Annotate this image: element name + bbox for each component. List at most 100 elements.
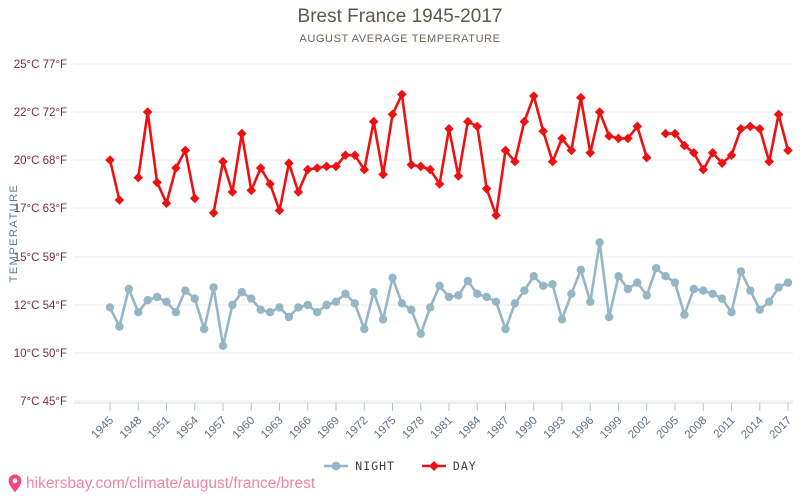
day-data-point (453, 171, 464, 181)
day-data-point (632, 121, 643, 132)
day-data-point (641, 152, 652, 163)
day-data-point (585, 148, 596, 158)
night-data-point (567, 289, 576, 298)
night-data-point (774, 283, 783, 292)
night-data-point (341, 289, 350, 298)
legend-item-night[interactable]: NIGHT (323, 459, 395, 473)
day-data-point (208, 208, 219, 218)
day-data-point (679, 140, 690, 151)
day-data-point (321, 161, 332, 172)
day-data-point (670, 128, 680, 139)
night-data-point (218, 341, 228, 350)
page-title: Brest France 1945-2017 (297, 6, 503, 27)
night-data-point (115, 322, 124, 331)
day-data-point (660, 128, 671, 139)
day-data-point (331, 161, 341, 172)
night-data-point (604, 312, 614, 322)
x-axis-year-label: 1993 (542, 415, 569, 442)
night-data-point (124, 284, 134, 294)
night-data-point (651, 264, 661, 273)
night-data-point (736, 267, 746, 276)
night-data-point (755, 305, 764, 314)
day-series-line (137, 110, 197, 205)
day-data-point (463, 116, 473, 127)
legend-night-label: NIGHT (355, 459, 395, 473)
night-data-point (275, 303, 284, 312)
day-data-point (698, 164, 709, 175)
night-data-point (284, 312, 294, 322)
night-data-point (369, 288, 378, 297)
day-data-point (350, 150, 360, 160)
day-data-point (491, 210, 501, 221)
night-data-point (256, 305, 265, 314)
x-axis-year-label: 1963 (259, 415, 286, 442)
night-data-point (510, 299, 520, 308)
day-data-point (500, 145, 511, 156)
day-data-point (312, 163, 322, 173)
night-data-point (388, 273, 397, 282)
y-axis-tick-label: 10°C 50°F (14, 348, 67, 360)
day-data-point (783, 145, 793, 156)
night-data-point (294, 303, 303, 312)
y-axis-tick-label: 7°C 45°F (20, 396, 67, 408)
x-axis-year-label: 1981 (429, 415, 456, 442)
night-data-point (331, 297, 341, 306)
day-data-point (604, 131, 614, 141)
day-data-point (246, 185, 257, 196)
night-data-point (228, 300, 237, 310)
night-data-point (199, 324, 209, 334)
x-axis-year-label: 1978 (400, 415, 427, 442)
day-data-point (189, 193, 200, 204)
night-data-point (105, 303, 115, 312)
night-data-point (237, 288, 247, 297)
day-data-point (218, 156, 228, 167)
day-data-point (764, 156, 774, 167)
x-axis-year-label: 2014 (739, 414, 766, 441)
night-data-point (783, 278, 793, 287)
night-data-point (576, 265, 586, 274)
day-data-point (726, 150, 737, 160)
night-data-point (397, 299, 407, 308)
night-data-point (689, 284, 699, 294)
night-data-point (699, 286, 708, 295)
day-data-point (142, 107, 153, 117)
day-data-point (114, 195, 125, 205)
x-axis-year-label: 2005 (655, 415, 682, 442)
night-data-point (322, 300, 331, 310)
source-url-bar: hikersbay.com/climate/august/france/bres… (8, 474, 315, 493)
x-axis-year-label: 1954 (174, 414, 201, 441)
day-series-line (108, 158, 121, 202)
x-axis-year-label: 1990 (513, 415, 540, 442)
page-subtitle: AUGUST AVERAGE TEMPERATURE (299, 33, 501, 45)
day-data-point (594, 107, 605, 117)
night-data-point (529, 272, 538, 281)
chart-canvas: 25°C 77°F 22°C 72°F 20°C 68°F 17°C 63°F 15°C… (8, 59, 794, 442)
x-axis-year-label: 2008 (683, 415, 710, 442)
legend-item-day[interactable]: DAY (421, 459, 477, 473)
night-data-point (134, 308, 143, 317)
day-data-point (576, 92, 586, 103)
legend-day-label: DAY (452, 459, 477, 473)
day-series-icon (421, 461, 446, 471)
day-data-point (519, 116, 530, 127)
night-data-point (143, 296, 152, 305)
day-data-point (302, 164, 313, 175)
night-data-point (680, 310, 689, 319)
day-data-point (237, 128, 247, 139)
source-url-link[interactable]: hikersbay.com/climate/august/france/bres… (26, 474, 316, 492)
night-data-point (152, 292, 162, 302)
chart-legend: NIGHT DAY (0, 459, 800, 473)
x-axis-year-label: 1969 (316, 415, 343, 442)
night-data-point (312, 308, 322, 317)
day-data-point (707, 148, 718, 158)
night-data-point (623, 284, 633, 294)
night-data-point (661, 272, 670, 281)
night-data-point (642, 291, 651, 300)
night-data-point (538, 281, 548, 290)
day-data-point (481, 184, 492, 194)
night-data-point (717, 294, 727, 303)
day-data-point (227, 187, 238, 197)
x-axis-year-label: 1960 (231, 415, 258, 442)
night-data-point (491, 297, 501, 306)
